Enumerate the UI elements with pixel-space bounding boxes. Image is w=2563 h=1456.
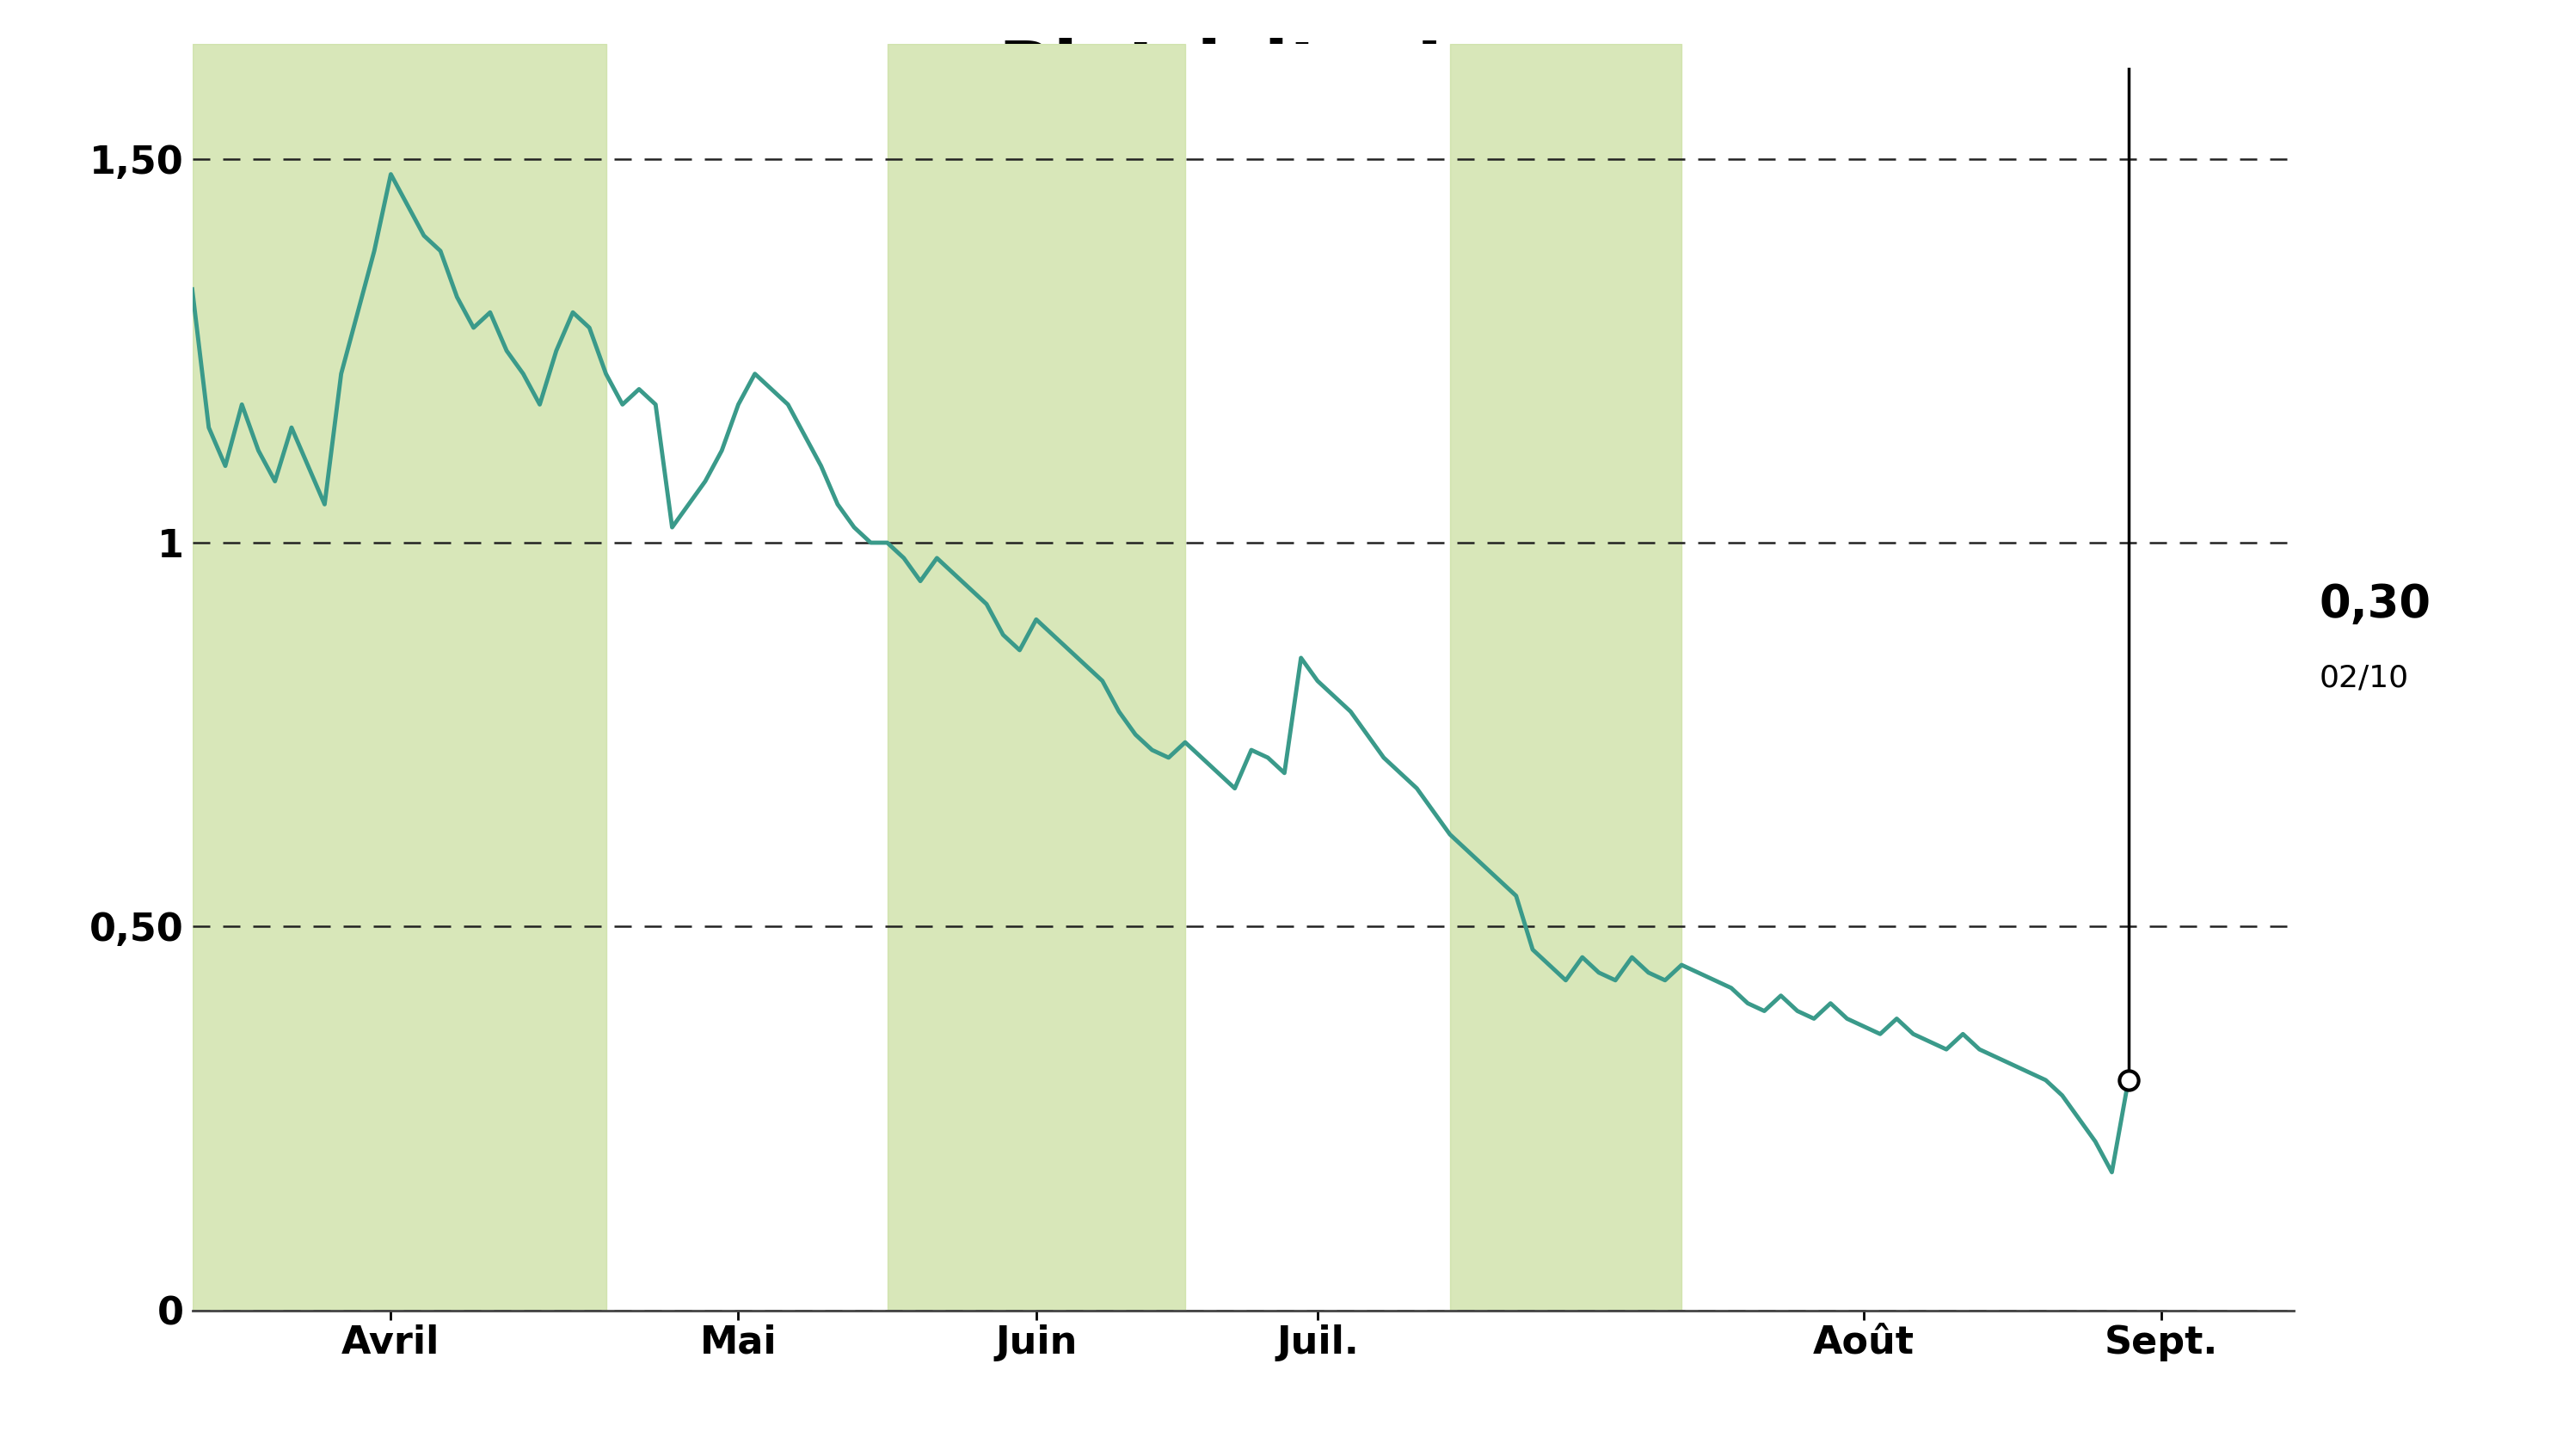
Text: Biotricity, Inc.: Biotricity, Inc. xyxy=(1000,38,1563,108)
Bar xyxy=(192,44,605,1310)
Text: 02/10: 02/10 xyxy=(2320,662,2409,692)
Text: 0,30: 0,30 xyxy=(2320,582,2432,628)
Bar xyxy=(1451,44,1681,1310)
Bar xyxy=(887,44,1184,1310)
